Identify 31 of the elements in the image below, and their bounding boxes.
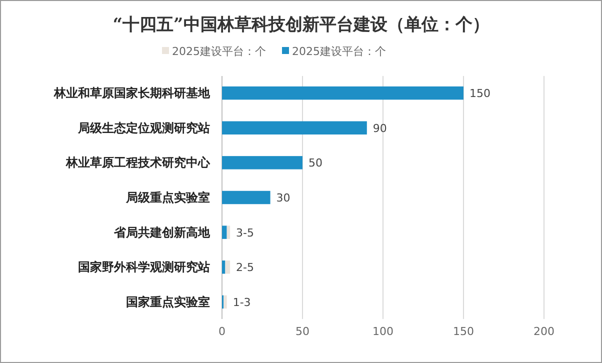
legend-label: 2025建设平台：个: [292, 45, 386, 58]
bar: [222, 226, 227, 239]
x-tick-label: 100: [372, 325, 394, 338]
bar: [224, 295, 227, 309]
chart-title: “十四五”中国林草科技创新平台建设（单位：个）: [112, 15, 490, 35]
y-tick-label: 省局共建创新高地: [113, 225, 211, 240]
data-label: 90: [372, 122, 387, 135]
y-tick-label: 国家野外科学观测研究站: [78, 260, 210, 274]
data-label: 150: [470, 87, 490, 100]
y-tick-label: 林业草原工程技术研究中心: [65, 156, 211, 170]
legend-label: 2025建设平台：个: [172, 45, 266, 58]
bar: [222, 156, 302, 170]
x-tick-label: 150: [453, 325, 474, 338]
bar: [222, 86, 464, 100]
bar: [225, 260, 230, 274]
y-tick-label: 局级生态定位观测研究站: [77, 120, 210, 135]
data-label: 3-5: [236, 226, 254, 240]
bar: [222, 260, 226, 274]
y-tick-label: 局级重点实验室: [125, 190, 210, 204]
y-tick-label: 国家重点实验室: [126, 294, 210, 309]
data-label: 50: [308, 156, 322, 170]
x-tick-label: 50: [296, 325, 310, 338]
bar: [226, 226, 230, 239]
x-tick-label: 0: [218, 325, 226, 338]
data-label: 1-3: [232, 296, 251, 309]
y-tick-label: 林业和草原国家长期科研基地: [53, 86, 211, 100]
bar: [222, 190, 270, 204]
bar: [222, 121, 367, 134]
x-tick-label: 200: [534, 325, 554, 338]
data-label: 30: [276, 192, 290, 204]
data-label: 2-5: [236, 261, 254, 274]
